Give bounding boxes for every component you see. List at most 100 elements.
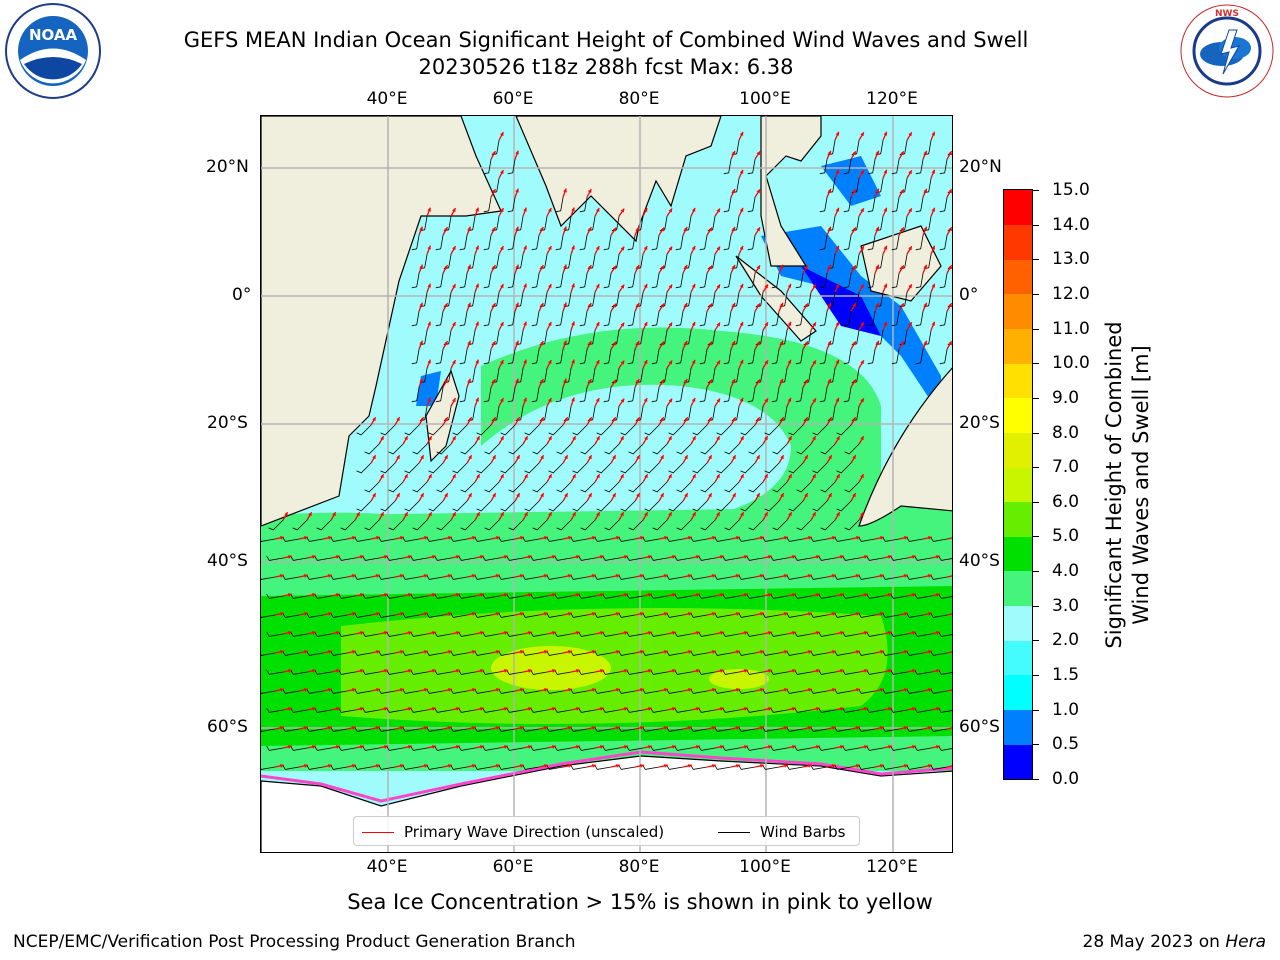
wind-barb: [834, 764, 852, 770]
wind-barb: [570, 574, 588, 580]
wind-barb: [498, 650, 516, 656]
wave-arrow-head: [592, 574, 596, 578]
wind-barb: [428, 462, 444, 474]
wave-arrow-head: [492, 341, 496, 346]
noaa-logo: NOAA: [5, 3, 101, 99]
wind-barb: [531, 310, 540, 327]
wave-arrow-head: [931, 283, 935, 288]
wind-barb: [843, 386, 852, 403]
colorbar-tick: [1033, 467, 1039, 469]
wind-barb: [412, 481, 428, 493]
wind-barb: [554, 745, 572, 751]
wind-barb: [603, 386, 612, 403]
wave-arrow-head: [840, 593, 844, 597]
wind-barb: [690, 536, 708, 542]
wind-barb: [699, 348, 708, 365]
wave-arrow-head: [472, 650, 476, 654]
wave-arrow-head: [372, 417, 376, 422]
wave-arrow-head: [563, 378, 567, 383]
wave-arrow-head: [931, 131, 935, 136]
wind-barb: [690, 650, 708, 656]
wind-barb: [788, 424, 804, 436]
wind-barb: [698, 631, 716, 637]
wave-arrow-head: [888, 555, 892, 559]
colorbar-title-line2: Wind Waves and Swell [m]: [1129, 345, 1153, 625]
wave-arrow-head: [864, 669, 868, 673]
wind-barb: [362, 745, 380, 751]
wave-arrow-head: [888, 707, 892, 711]
wind-barb: [867, 348, 876, 365]
wind-barb: [890, 631, 908, 637]
wave-arrow-head: [664, 764, 668, 768]
wind-barb: [938, 555, 952, 561]
wind-barb: [722, 555, 740, 561]
wave-arrow-head: [836, 512, 840, 517]
wind-barb: [548, 424, 564, 436]
wave-arrow-head: [736, 536, 740, 540]
wave-arrow-head: [635, 379, 640, 383]
wind-barb: [627, 234, 636, 251]
wave-arrow-head: [444, 303, 448, 308]
colorbar-tick: [1033, 744, 1039, 746]
wind-barb: [762, 574, 780, 580]
wave-arrow-head: [352, 574, 356, 578]
wave-arrow-head: [600, 707, 604, 711]
wave-arrow-head: [288, 745, 292, 749]
wave-arrow-head: [708, 417, 712, 422]
wave-arrow-head: [840, 669, 844, 673]
wave-arrow-head: [571, 245, 575, 250]
wind-barb: [747, 272, 756, 289]
wave-arrow-head: [516, 455, 520, 460]
wave-arrow-head: [408, 707, 412, 711]
wave-arrow-head: [764, 512, 768, 517]
wind-barb: [362, 707, 380, 713]
wind-barb: [770, 707, 788, 713]
colorbar-tick-label: 10.0: [1052, 353, 1090, 374]
wind-barb: [676, 519, 692, 531]
wind-barb: [690, 574, 708, 580]
wave-arrow-head: [936, 631, 940, 635]
wind-barb: [261, 538, 276, 542]
wind-barb: [555, 196, 564, 213]
wave-arrow-head: [827, 264, 832, 269]
wave-arrow-head: [360, 707, 364, 711]
wave-arrow-head: [948, 227, 952, 232]
wind-barb: [452, 424, 468, 436]
wave-arrow-head: [492, 227, 496, 232]
wave-arrow-head: [336, 631, 340, 635]
wave-arrow-head: [476, 436, 480, 441]
wind-barb: [460, 519, 476, 531]
wind-barb: [546, 612, 564, 618]
wave-arrow-head: [779, 340, 784, 345]
wind-barb: [722, 745, 740, 751]
wave-arrow-head: [548, 284, 552, 288]
wave-arrow-head: [587, 379, 592, 383]
wave-arrow-head: [571, 207, 575, 212]
wave-arrow-head: [828, 493, 832, 498]
wind-barb: [378, 764, 396, 770]
wave-arrow-head: [384, 669, 388, 673]
wind-barb: [474, 764, 492, 770]
wind-barb: [700, 443, 716, 455]
wave-arrow-head: [928, 726, 932, 730]
wave-arrow-head: [900, 189, 904, 194]
wind-barb: [618, 574, 636, 580]
wind-barb: [642, 688, 660, 694]
wind-barb: [578, 631, 596, 637]
wind-barb: [723, 310, 732, 327]
wind-barb: [604, 481, 620, 493]
wind-barb: [506, 631, 524, 637]
wave-arrow-head: [587, 341, 592, 345]
wave-arrow-head: [804, 379, 808, 384]
wind-barb: [762, 612, 780, 618]
wind-barb: [676, 481, 692, 493]
wind-barb: [578, 707, 596, 713]
wave-arrow-head: [528, 707, 532, 711]
wave-arrow-head: [476, 512, 480, 517]
wind-barb: [290, 631, 308, 637]
wave-arrow-head: [860, 398, 864, 403]
wind-barb: [938, 593, 952, 599]
wind-barb: [890, 707, 908, 713]
wind-barb: [594, 764, 612, 770]
wind-barb: [699, 272, 708, 289]
